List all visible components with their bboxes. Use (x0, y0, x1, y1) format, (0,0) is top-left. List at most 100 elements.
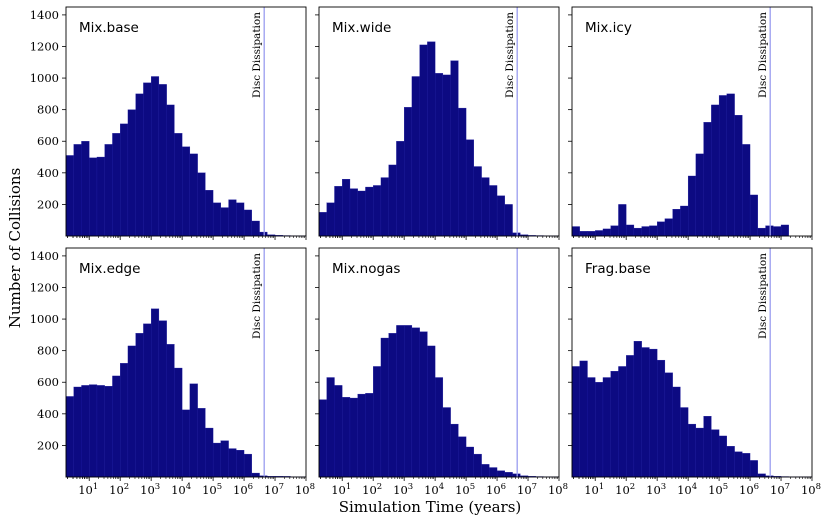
histogram-bar (672, 386, 681, 478)
histogram-bar (236, 202, 245, 237)
histogram-bar (757, 473, 766, 478)
histogram-bar (342, 178, 351, 237)
histogram-bar (711, 104, 720, 237)
histogram-bar (458, 107, 467, 237)
panel-title: Mix.wide (332, 20, 391, 36)
histogram-bar (496, 195, 505, 237)
histogram-bar (602, 228, 611, 237)
histogram-bar (512, 232, 521, 237)
panel-frame (318, 247, 560, 478)
histogram-bar (73, 386, 82, 478)
histogram-bar (73, 144, 82, 237)
histogram-bar (197, 172, 206, 237)
y-tick-label: 200 (37, 438, 59, 452)
histogram-bar (610, 371, 619, 478)
histogram-bar (680, 407, 689, 478)
x-tick-label: 106 (739, 482, 759, 497)
panel-title: Mix.base (79, 20, 139, 36)
histogram-bar (89, 384, 98, 478)
histogram-bar (742, 453, 751, 478)
panel-mix-base: Disc Dissipation Mix.base 200 400 600 800 1000… (30, 6, 307, 240)
x-tick-label: 106 (486, 482, 506, 497)
histogram-bar (326, 377, 335, 478)
panel-title: Mix.nogas (332, 261, 400, 277)
histogram-bar (718, 435, 727, 478)
histogram-bar (388, 333, 397, 478)
histogram-bar (711, 429, 720, 478)
histogram-bar (734, 451, 743, 478)
histogram-bar (349, 397, 358, 478)
x-tick-label: 108 (548, 482, 568, 497)
y-tick-label: 400 (37, 407, 59, 421)
histogram-bar (626, 355, 635, 478)
histogram-bar (587, 377, 596, 478)
y-tick-label: 1000 (30, 312, 59, 326)
y-tick-label: 600 (37, 375, 59, 389)
histogram-bar (205, 427, 214, 478)
x-tick-label: 101 (78, 482, 98, 497)
histogram-bar (380, 177, 389, 237)
histogram-bar (672, 209, 681, 237)
x-tick-label: 107 (264, 482, 284, 497)
histogram-bar (205, 190, 214, 237)
disc-dissipation-label: Disc Dissipation (251, 253, 263, 339)
histogram-bar (641, 226, 650, 237)
histogram-bar (442, 407, 451, 478)
histogram-bar (373, 366, 382, 478)
histogram-bar (334, 186, 343, 237)
histogram-bar (349, 188, 358, 237)
histogram-bar (365, 186, 374, 237)
x-axis-title: Simulation Time (years) (339, 498, 522, 516)
histogram-bar (703, 416, 712, 478)
histogram-bar (174, 367, 183, 478)
histogram-bar (641, 347, 650, 478)
histogram-bar (334, 385, 343, 478)
x-tick-label: 105 (202, 482, 222, 497)
histogram-bar (595, 382, 604, 478)
histogram-bar (151, 76, 160, 237)
x-tick-label: 104 (171, 482, 191, 497)
histogram-bar (442, 74, 451, 237)
histogram-bar (166, 104, 175, 237)
histogram-bar (411, 76, 420, 237)
histogram-bar (633, 341, 642, 478)
histogram-bar (127, 345, 136, 478)
x-tick-label: 106 (233, 482, 253, 497)
histogram-bar (465, 139, 474, 237)
y-tick-label: 800 (37, 103, 59, 117)
y-tick-label: 800 (37, 344, 59, 358)
x-tick-label: 105 (708, 482, 728, 497)
histogram-bar (251, 220, 260, 237)
histogram-bar (181, 409, 191, 478)
histogram-bar (703, 122, 712, 237)
histogram-bar (326, 202, 335, 237)
x-tick-label: 107 (517, 482, 537, 497)
histogram-bar (695, 153, 704, 237)
histogram-bar (434, 377, 444, 478)
histogram-bar (757, 227, 766, 237)
panel-title: Mix.edge (79, 261, 140, 277)
panel-frame (571, 6, 813, 237)
histogram-bar (579, 360, 588, 478)
histogram-bar (259, 231, 268, 237)
x-tick-label: 103 (393, 482, 413, 497)
y-tick-label: 1200 (30, 280, 59, 294)
y-tick-label: 600 (37, 134, 59, 148)
panel-title: Mix.icy (585, 20, 632, 36)
histogram-bar (657, 221, 666, 237)
histogram-bar (481, 464, 490, 478)
histogram-bar (664, 372, 673, 478)
histogram-bar (342, 397, 351, 478)
histogram-bar (220, 440, 229, 478)
histogram-bar (657, 359, 666, 478)
x-tick-label: 104 (424, 482, 444, 497)
histogram-bar (465, 446, 474, 478)
histogram-bar (749, 194, 758, 237)
histogram-bar (473, 453, 482, 478)
histogram-bar (734, 115, 743, 237)
histogram-bar (626, 224, 635, 237)
histogram-bar (610, 225, 619, 237)
histogram-bar (104, 144, 113, 237)
histogram-bar (357, 190, 366, 237)
